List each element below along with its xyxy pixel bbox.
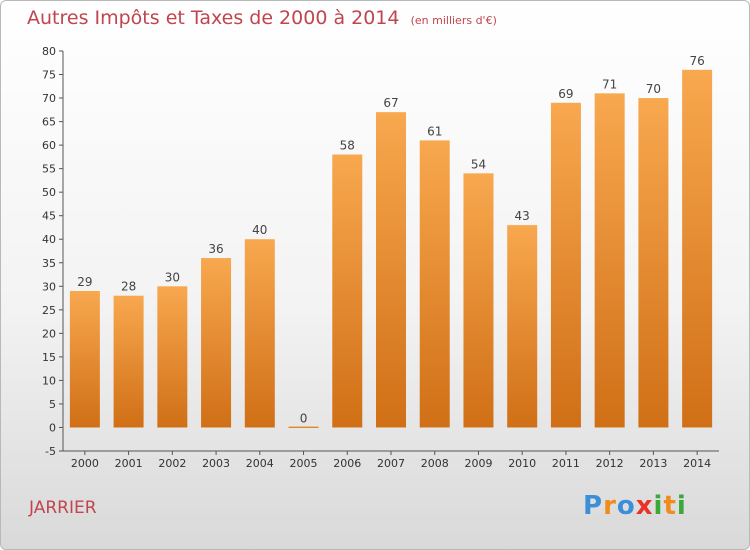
bar (69, 291, 100, 428)
y-tick-label: 30 (42, 280, 56, 293)
bar (682, 69, 713, 428)
y-tick-label: 15 (42, 351, 56, 364)
y-tick-label: 55 (42, 163, 56, 176)
y-tick-label: 80 (42, 45, 56, 58)
y-tick-label: 50 (42, 186, 56, 199)
y-tick-label: 70 (42, 92, 56, 105)
logo-letter: P (583, 491, 604, 521)
x-tick-label: 2007 (377, 457, 405, 470)
data-label: 71 (602, 77, 617, 91)
y-tick-label: 35 (42, 257, 56, 270)
data-label: 54 (471, 157, 486, 171)
chart-title: Autres Impôts et Taxes de 2000 à 2014 (27, 7, 400, 29)
data-label: 67 (383, 96, 398, 110)
y-tick-label: 75 (42, 69, 56, 82)
bar (113, 295, 144, 428)
bar (157, 286, 188, 428)
chart-title-block: Autres Impôts et Taxes de 2000 à 2014 (e… (27, 7, 497, 29)
logo-letter: t (663, 491, 677, 521)
data-label: 58 (340, 139, 355, 153)
bar (244, 239, 275, 428)
bar (332, 154, 363, 428)
x-tick-label: 2009 (464, 457, 492, 470)
bar (550, 102, 581, 428)
y-tick-label: 60 (42, 139, 56, 152)
y-tick-label: 40 (42, 233, 56, 246)
y-tick-label: 5 (49, 398, 56, 411)
x-tick-label: 2013 (639, 457, 667, 470)
x-tick-label: 2001 (115, 457, 143, 470)
x-tick-label: 2010 (508, 457, 536, 470)
x-tick-label: 2003 (202, 457, 230, 470)
commune-name: JARRIER (29, 498, 97, 518)
data-label: 69 (558, 87, 573, 101)
data-label: 30 (165, 270, 180, 284)
x-tick-label: 2014 (683, 457, 711, 470)
proxiti-logo: Proxiti (583, 491, 687, 521)
data-label: 61 (427, 124, 442, 138)
bar (288, 426, 319, 428)
y-tick-label: 0 (49, 421, 56, 434)
x-tick-label: 2000 (71, 457, 99, 470)
data-label: 0 (300, 411, 308, 425)
data-label: 43 (515, 209, 530, 223)
x-tick-label: 2006 (333, 457, 361, 470)
y-tick-label: 65 (42, 116, 56, 129)
data-label: 36 (208, 242, 223, 256)
bar (594, 93, 625, 428)
data-label: 76 (689, 54, 704, 68)
logo-letter: i (653, 491, 664, 521)
data-label: 70 (646, 82, 661, 96)
y-tick-label: 20 (42, 327, 56, 340)
x-tick-label: 2004 (246, 457, 274, 470)
x-tick-label: 2002 (158, 457, 186, 470)
data-label: 40 (252, 223, 267, 237)
bar (419, 140, 450, 428)
x-tick-label: 2008 (421, 457, 449, 470)
logo-letter: o (616, 491, 636, 521)
logo-letter: i (676, 491, 687, 521)
chart-unit: (en milliers d'€) (410, 14, 497, 27)
bar (376, 112, 406, 428)
bar (507, 225, 538, 428)
bar (463, 173, 494, 428)
x-tick-label: 2012 (596, 457, 624, 470)
data-label: 29 (77, 275, 92, 289)
y-tick-label: -5 (45, 445, 56, 458)
logo-letter: r (603, 491, 617, 521)
y-tick-label: 10 (42, 374, 56, 387)
data-label: 28 (121, 280, 136, 294)
y-tick-label: 25 (42, 304, 56, 317)
logo-letter: x (635, 491, 654, 521)
x-tick-label: 2005 (290, 457, 318, 470)
bar (638, 98, 669, 428)
bar (201, 258, 232, 428)
x-tick-label: 2011 (552, 457, 580, 470)
y-tick-label: 45 (42, 210, 56, 223)
